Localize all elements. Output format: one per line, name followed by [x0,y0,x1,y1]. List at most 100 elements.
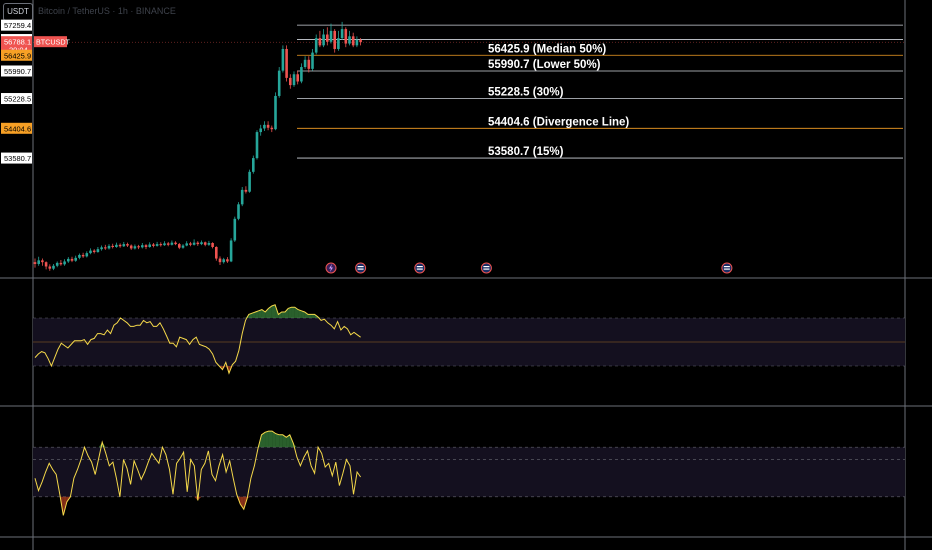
osc2-overbought-fill [272,431,276,448]
candle-body [100,247,103,250]
candle-body [240,189,244,205]
candle-body [244,189,248,192]
candle-body [292,74,296,86]
osc1-overbought-fill [291,307,295,318]
candle-body [63,261,66,265]
us-flag-icon[interactable] [480,262,492,274]
candle-body [285,48,288,78]
candle-body [41,260,44,263]
osc2-overbought-fill [261,432,266,448]
osc1-overbought-fill [258,309,262,318]
price-tag-value: 57259.4 [4,21,31,30]
candle-body [329,30,333,42]
candle-body [148,244,151,247]
lightning-glyph [329,264,333,272]
candle-body [314,38,318,53]
osc1-overbought-fill [298,309,302,318]
us-flag-icon[interactable] [414,262,426,274]
osc2-overbought-fill [268,431,273,448]
candle-body [111,245,114,247]
level-label: 54404.6 (Divergence Line) [488,116,629,128]
price-tag [1,152,32,164]
price-tag-value: 55990.7 [4,67,31,76]
candle-body [277,70,281,96]
osc1-overbought-fill [304,312,308,318]
candlestick-series [33,21,362,271]
candle-body [337,38,340,49]
fib-levels: 56425.9 (Median 50%) 55990.7 (Lower 50%) 5… [33,24,905,159]
osc2-overbought-fill [286,434,290,448]
candle-body [141,245,144,248]
event-markers[interactable] [325,262,733,274]
osc1-overbought-fill [301,310,305,318]
candle-body [104,247,107,249]
osc2-overbought-fill [279,434,283,448]
level-label: 53580.7 (15%) [488,146,564,158]
candle-body [355,39,359,46]
candle-body [248,171,251,192]
candle-body [155,244,159,246]
level-label: 55990.7 (Lower 50%) [488,59,601,71]
candle-body [178,244,181,248]
osc1-overbought-fill [294,307,299,318]
candle-body [344,29,348,44]
candle-body [92,250,96,253]
candle-body [196,242,200,245]
candle-body [70,258,74,261]
candle-body [255,132,259,159]
symbol-tag-label: BTCUSDT [36,38,71,47]
candle-body [159,244,163,246]
candle-body [129,245,133,249]
candle-body [59,262,63,265]
osc2-line [34,430,362,516]
candle-body [307,59,311,69]
oscillator-2-band [33,446,905,498]
us-flag-icon[interactable] [355,262,367,274]
current-price-value: 56788.1 [4,38,31,47]
candle-body [270,127,274,130]
candle-body [263,124,266,129]
osc1-overbought-fill [278,312,282,318]
candle-body [67,258,70,262]
candle-body [192,242,196,245]
osc1-overbought-fill [307,314,312,318]
candle-body [52,265,55,269]
candle-body [340,29,344,39]
osc1-overbought-fill [281,312,285,318]
candle-body [274,95,277,130]
flag-stripe [723,266,730,268]
candle-body [237,204,240,219]
osc2-overbought-fill [275,433,280,448]
flag-stripe [357,268,364,270]
osc1-overbought-fill [288,307,292,318]
candle-body [207,243,211,245]
osc1-overbought-fill [271,304,276,318]
flag-stripe [416,268,423,270]
candle-body [311,52,314,69]
candle-body [348,36,351,44]
candle-body [281,48,285,71]
osc1-overbought-fill [255,310,259,318]
osc2-oversold-fill [240,496,244,510]
candle-body [229,240,233,262]
us-flag-icon[interactable] [721,262,733,274]
osc1-overbought-fill [252,312,256,318]
candle-body [55,262,59,266]
candle-body [359,39,362,43]
candle-body [252,158,255,172]
price-tag-value: 54404.6 [4,124,31,133]
oscillator-1-band [33,317,905,367]
oscillator-2-series [34,430,362,516]
price-tag-value: 53580.7 [4,154,31,163]
osc1-overbought-fill [311,314,315,318]
candle-body [137,246,140,248]
candle-body [115,244,118,247]
candle-body [318,38,322,46]
candle-body [89,250,92,254]
candle-body [81,254,85,257]
lightning-icon[interactable] [325,262,337,274]
candle-body [215,246,218,259]
osc2-overbought-fill [265,431,269,448]
candle-body [289,77,292,86]
